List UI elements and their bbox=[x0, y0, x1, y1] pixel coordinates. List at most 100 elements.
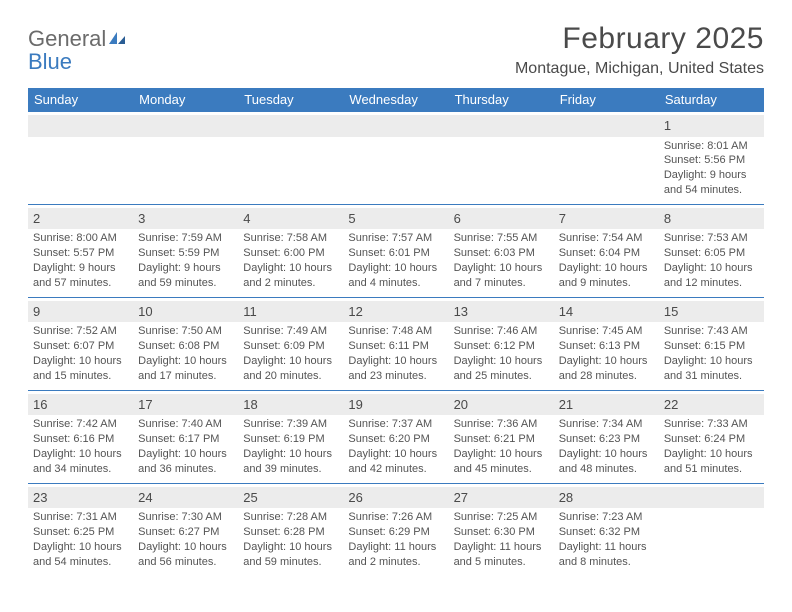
sunset-text: Sunset: 6:24 PM bbox=[664, 432, 759, 447]
day-cell: 27Sunrise: 7:25 AMSunset: 6:30 PMDayligh… bbox=[449, 484, 554, 576]
daylight-text: and 20 minutes. bbox=[243, 369, 338, 384]
sunrise-text: Sunrise: 7:57 AM bbox=[348, 231, 443, 246]
daylight-text: Daylight: 10 hours bbox=[559, 354, 654, 369]
sunrise-text: Sunrise: 7:23 AM bbox=[559, 510, 654, 525]
daylight-text: and 36 minutes. bbox=[138, 462, 233, 477]
daylight-text: Daylight: 10 hours bbox=[33, 447, 128, 462]
sunrise-text: Sunrise: 7:46 AM bbox=[454, 324, 549, 339]
date-number: 14 bbox=[554, 301, 659, 323]
title-block: February 2025 Montague, Michigan, United… bbox=[515, 22, 764, 78]
sunrise-text: Sunrise: 7:26 AM bbox=[348, 510, 443, 525]
daylight-text: Daylight: 11 hours bbox=[348, 540, 443, 555]
sunrise-text: Sunrise: 7:30 AM bbox=[138, 510, 233, 525]
sunset-text: Sunset: 6:03 PM bbox=[454, 246, 549, 261]
date-number: 1 bbox=[659, 115, 764, 137]
sunset-text: Sunset: 6:21 PM bbox=[454, 432, 549, 447]
daylight-text: Daylight: 10 hours bbox=[138, 354, 233, 369]
sunrise-text: Sunrise: 7:45 AM bbox=[559, 324, 654, 339]
date-number: 24 bbox=[133, 487, 238, 509]
daylight-text: Daylight: 10 hours bbox=[33, 354, 128, 369]
date-number: 2 bbox=[28, 208, 133, 230]
daylight-text: Daylight: 10 hours bbox=[454, 354, 549, 369]
date-number: 23 bbox=[28, 487, 133, 509]
sunrise-text: Sunrise: 7:37 AM bbox=[348, 417, 443, 432]
empty-day-cell bbox=[133, 112, 238, 204]
date-number: 11 bbox=[238, 301, 343, 323]
daylight-text: and 59 minutes. bbox=[138, 276, 233, 291]
sunrise-text: Sunrise: 7:59 AM bbox=[138, 231, 233, 246]
sunrise-text: Sunrise: 7:33 AM bbox=[664, 417, 759, 432]
sunset-text: Sunset: 6:32 PM bbox=[559, 525, 654, 540]
daylight-text: Daylight: 10 hours bbox=[243, 261, 338, 276]
weekday-header: Thursday bbox=[449, 88, 554, 112]
daylight-text: and 31 minutes. bbox=[664, 369, 759, 384]
day-cell: 15Sunrise: 7:43 AMSunset: 6:15 PMDayligh… bbox=[659, 298, 764, 390]
empty-day-cell bbox=[554, 112, 659, 204]
daylight-text: and 42 minutes. bbox=[348, 462, 443, 477]
week-row: 16Sunrise: 7:42 AMSunset: 6:16 PMDayligh… bbox=[28, 391, 764, 484]
day-cell: 13Sunrise: 7:46 AMSunset: 6:12 PMDayligh… bbox=[449, 298, 554, 390]
sunrise-text: Sunrise: 7:52 AM bbox=[33, 324, 128, 339]
location-subtitle: Montague, Michigan, United States bbox=[515, 60, 764, 78]
sunset-text: Sunset: 5:57 PM bbox=[33, 246, 128, 261]
sunset-text: Sunset: 6:00 PM bbox=[243, 246, 338, 261]
date-number: 26 bbox=[343, 487, 448, 509]
day-cell: 18Sunrise: 7:39 AMSunset: 6:19 PMDayligh… bbox=[238, 391, 343, 483]
brand-logo: General Blue bbox=[28, 28, 127, 74]
daylight-text: Daylight: 10 hours bbox=[138, 447, 233, 462]
daylight-text: Daylight: 9 hours bbox=[33, 261, 128, 276]
sunset-text: Sunset: 6:11 PM bbox=[348, 339, 443, 354]
day-cell: 10Sunrise: 7:50 AMSunset: 6:08 PMDayligh… bbox=[133, 298, 238, 390]
daylight-text: Daylight: 10 hours bbox=[243, 447, 338, 462]
daylight-text: and 57 minutes. bbox=[33, 276, 128, 291]
empty-date-strip bbox=[449, 115, 554, 137]
day-cell: 7Sunrise: 7:54 AMSunset: 6:04 PMDaylight… bbox=[554, 205, 659, 297]
sunset-text: Sunset: 6:17 PM bbox=[138, 432, 233, 447]
daylight-text: and 28 minutes. bbox=[559, 369, 654, 384]
weekday-header: Monday bbox=[133, 88, 238, 112]
day-cell: 21Sunrise: 7:34 AMSunset: 6:23 PMDayligh… bbox=[554, 391, 659, 483]
sunrise-text: Sunrise: 7:31 AM bbox=[33, 510, 128, 525]
daylight-text: and 45 minutes. bbox=[454, 462, 549, 477]
day-cell: 22Sunrise: 7:33 AMSunset: 6:24 PMDayligh… bbox=[659, 391, 764, 483]
daylight-text: and 2 minutes. bbox=[243, 276, 338, 291]
sunset-text: Sunset: 6:30 PM bbox=[454, 525, 549, 540]
date-number: 3 bbox=[133, 208, 238, 230]
weekday-header: Wednesday bbox=[343, 88, 448, 112]
date-number: 9 bbox=[28, 301, 133, 323]
logo-word-2: Blue bbox=[28, 49, 72, 74]
sunrise-text: Sunrise: 7:55 AM bbox=[454, 231, 549, 246]
sunset-text: Sunset: 6:07 PM bbox=[33, 339, 128, 354]
weekday-header: Sunday bbox=[28, 88, 133, 112]
date-number: 5 bbox=[343, 208, 448, 230]
sunset-text: Sunset: 6:12 PM bbox=[454, 339, 549, 354]
daylight-text: Daylight: 10 hours bbox=[243, 354, 338, 369]
day-cell: 14Sunrise: 7:45 AMSunset: 6:13 PMDayligh… bbox=[554, 298, 659, 390]
daylight-text: Daylight: 10 hours bbox=[454, 261, 549, 276]
daylight-text: Daylight: 9 hours bbox=[664, 168, 759, 183]
sunset-text: Sunset: 6:19 PM bbox=[243, 432, 338, 447]
sunset-text: Sunset: 6:28 PM bbox=[243, 525, 338, 540]
daylight-text: and 59 minutes. bbox=[243, 555, 338, 570]
day-cell: 16Sunrise: 7:42 AMSunset: 6:16 PMDayligh… bbox=[28, 391, 133, 483]
empty-day-cell bbox=[449, 112, 554, 204]
empty-date-strip bbox=[343, 115, 448, 137]
daylight-text: Daylight: 10 hours bbox=[664, 261, 759, 276]
weekday-header: Saturday bbox=[659, 88, 764, 112]
daylight-text: Daylight: 10 hours bbox=[243, 540, 338, 555]
daylight-text: and 17 minutes. bbox=[138, 369, 233, 384]
sunrise-text: Sunrise: 8:00 AM bbox=[33, 231, 128, 246]
daylight-text: and 39 minutes. bbox=[243, 462, 338, 477]
date-number: 10 bbox=[133, 301, 238, 323]
week-row: 2Sunrise: 8:00 AMSunset: 5:57 PMDaylight… bbox=[28, 205, 764, 298]
day-cell: 20Sunrise: 7:36 AMSunset: 6:21 PMDayligh… bbox=[449, 391, 554, 483]
logo-text-block: General Blue bbox=[28, 28, 127, 74]
date-number: 12 bbox=[343, 301, 448, 323]
sunrise-text: Sunrise: 7:42 AM bbox=[33, 417, 128, 432]
daylight-text: and 7 minutes. bbox=[454, 276, 549, 291]
day-cell: 19Sunrise: 7:37 AMSunset: 6:20 PMDayligh… bbox=[343, 391, 448, 483]
empty-date-strip bbox=[659, 487, 764, 509]
page-header: General Blue February 2025 Montague, Mic… bbox=[28, 22, 764, 78]
date-number: 4 bbox=[238, 208, 343, 230]
daylight-text: Daylight: 10 hours bbox=[33, 540, 128, 555]
